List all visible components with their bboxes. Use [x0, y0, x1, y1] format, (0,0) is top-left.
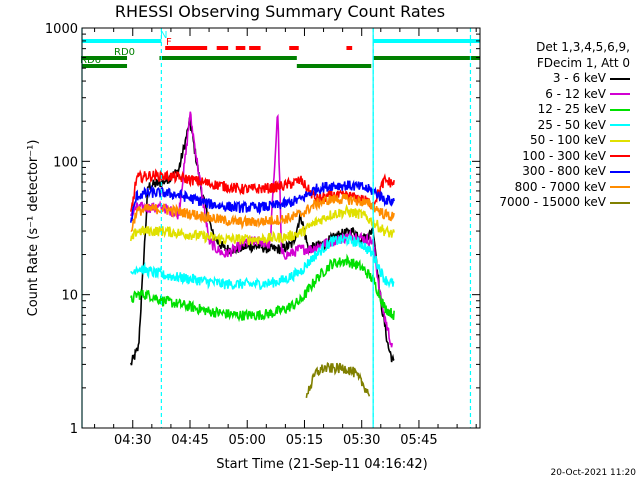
series-line-6 [130, 179, 395, 223]
x-tick-label-5: 05:45 [400, 433, 437, 448]
series-line-3 [130, 233, 395, 291]
legend-swatch [610, 201, 630, 204]
legend-swatch [610, 170, 630, 173]
legend-entry-4: 50 - 100 keV [470, 133, 630, 149]
legend-entry-8: 7000 - 15000 keV [470, 195, 630, 211]
legend-entry-2: 12 - 25 keV [470, 102, 630, 118]
legend-swatch [610, 124, 630, 126]
legend-entry-7: 800 - 7000 keV [470, 180, 630, 196]
annotation-label-rd0: RD0 [114, 47, 135, 58]
plot-frame [81, 27, 481, 429]
series-line-1 [130, 111, 393, 348]
legend-entries: 3 - 6 keV 6 - 12 keV 12 - 25 keV 25 - 50 ke… [470, 71, 630, 211]
series-line-2 [130, 253, 395, 323]
legend-swatch [610, 155, 630, 157]
y-tick-label-2: 100 [53, 155, 78, 170]
x-tick-label-0: 04:30 [114, 433, 151, 448]
legend-swatch [610, 77, 630, 80]
y-tick-label-1: 10 [61, 289, 78, 304]
series-line-5 [130, 168, 395, 212]
legend-label: 300 - 800 keV [522, 164, 606, 178]
legend-entry-6: 300 - 800 keV [470, 164, 630, 180]
legend-header-line-1: Det 1,3,4,5,6,9, [536, 40, 630, 54]
legend-entry-3: 25 - 50 keV [470, 118, 630, 134]
chart-title: RHESSI Observing Summary Count Rates [115, 2, 445, 21]
x-tick-label-3: 05:15 [286, 433, 323, 448]
y-tick-label-3: 1000 [45, 22, 78, 37]
y-tick-label-0: 1 [70, 422, 78, 437]
legend-label: 50 - 100 keV [529, 133, 606, 147]
series-line-8 [305, 361, 371, 399]
footer-date: 20-Oct-2021 11:20 [550, 468, 636, 478]
legend-entry-1: 6 - 12 keV [470, 87, 630, 103]
legend-entry-0: 3 - 6 keV [470, 71, 630, 87]
series-line-7 [130, 193, 395, 232]
x-tick-label-4: 05:30 [343, 433, 380, 448]
legend-label: 100 - 300 keV [522, 148, 606, 163]
legend: Det 1,3,4,5,6,9, FDecim 1, Att 0 3 - 6 k… [470, 40, 630, 211]
legend-swatch [610, 93, 630, 95]
legend-swatch [610, 186, 630, 188]
legend-swatch [610, 139, 630, 142]
axis-layer: 1 10 100 1000 04:30 04:45 05:00 05:15 05:30 05:45 [45, 22, 481, 448]
series-line-4 [130, 203, 395, 246]
legend-label: 25 - 50 keV [537, 117, 606, 132]
legend-swatch [610, 108, 630, 111]
legend-label: 6 - 12 keV [545, 86, 606, 101]
legend-entry-5: 100 - 300 keV [470, 149, 630, 165]
x-tick-label-1: 04:45 [171, 433, 208, 448]
x-axis-label: Start Time (21-Sep-11 04:16:42) [216, 457, 427, 472]
annotation-label-rd6: RD6 [80, 55, 101, 66]
legend-label: 800 - 7000 keV [514, 179, 606, 194]
y-axis-label: Count Rate (s⁻¹ detector⁻¹) [26, 140, 41, 317]
legend-label: 7000 - 15000 keV [499, 195, 606, 209]
annotation-label-f: F [166, 37, 172, 48]
annotation-label-n: N [160, 30, 167, 41]
series-layer [130, 111, 395, 399]
legend-label: 12 - 25 keV [537, 102, 606, 116]
x-tick-label-2: 05:00 [228, 433, 265, 448]
legend-label: 3 - 6 keV [552, 71, 606, 85]
legend-header-line-2: FDecim 1, Att 0 [536, 55, 630, 70]
